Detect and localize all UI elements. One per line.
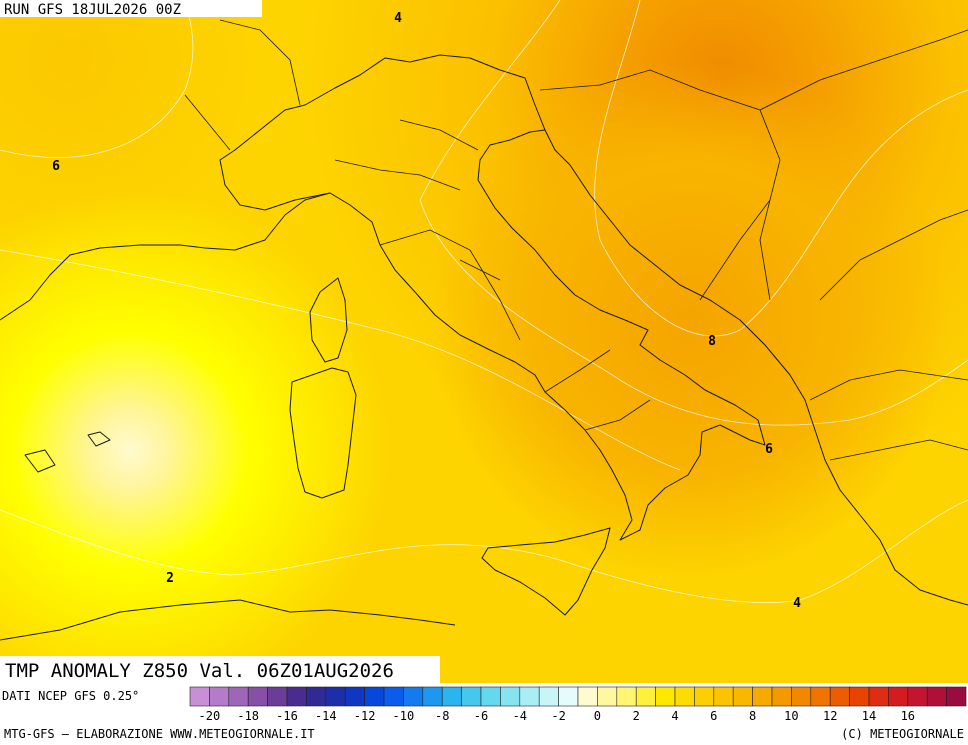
colorbar-tick-label: -4 — [513, 709, 527, 723]
colorbar-swatch — [189, 686, 210, 707]
colorbar-swatch — [500, 686, 521, 707]
colorbar-tick-label: -18 — [237, 709, 259, 723]
colorbar-tick-label: 2 — [633, 709, 640, 723]
run-label-box — [0, 0, 262, 17]
colorbar-swatch — [519, 686, 540, 707]
colorbar-tick-label: -12 — [354, 709, 376, 723]
colorbar-tick-label: -8 — [435, 709, 449, 723]
isoline — [0, 249, 681, 471]
title-box — [0, 656, 440, 683]
contour-label: 6 — [52, 159, 60, 174]
colorbar-tick-label: 14 — [862, 709, 876, 723]
colorbar-swatch — [228, 686, 249, 707]
colorbar-swatch — [694, 686, 715, 707]
colorbar: -20-18-16-14-12-10-8-6-4-202468101214162… — [189, 686, 967, 723]
colorbar-swatch — [538, 686, 559, 707]
colorbar-tick-label: 6 — [710, 709, 717, 723]
country-border — [184, 19, 968, 461]
colorbar-swatch — [732, 686, 753, 707]
contour-label: 6 — [765, 442, 773, 457]
colorbar-tick-label: 10 — [784, 709, 798, 723]
coastline-africa — [0, 599, 456, 641]
colorbar-swatch — [674, 686, 695, 707]
coastline-france-spain — [0, 192, 331, 321]
map-title: TMP ANOMALY Z850 Val. 06Z01AUG2026 — [5, 660, 394, 682]
colorbar-tick-label: -20 — [199, 709, 221, 723]
colorbar-swatch — [209, 686, 230, 707]
colorbar-swatch — [422, 686, 443, 707]
colorbar-swatch — [383, 686, 404, 707]
colorbar-swatch — [247, 686, 268, 707]
colorbar-swatch — [403, 686, 424, 707]
contour-label: 4 — [394, 11, 402, 26]
colorbar-swatch — [849, 686, 870, 707]
colorbar-tick-label: -6 — [474, 709, 488, 723]
colorbar-swatch — [325, 686, 346, 707]
region-border — [334, 119, 651, 431]
contour-label: 8 — [708, 334, 716, 349]
footer-copyright: (C) METEOGIORNALE — [841, 727, 964, 741]
colorbar-swatch — [344, 686, 365, 707]
coastline-sicily — [481, 527, 611, 616]
data-source: DATI NCEP GFS 0.25° — [2, 689, 139, 703]
colorbar-swatch — [752, 686, 773, 707]
isoline — [594, 0, 968, 337]
colorbar-tick-label: -2 — [551, 709, 565, 723]
colorbar-swatch — [655, 686, 676, 707]
colorbar-swatch — [926, 686, 947, 707]
colorbar-swatch — [577, 686, 598, 707]
colorbar-swatch — [441, 686, 462, 707]
isolines — [0, 0, 968, 603]
colorbar-swatch — [771, 686, 792, 707]
contour-label: 4 — [793, 596, 801, 611]
coastline-italy — [219, 54, 766, 541]
isoline — [419, 0, 968, 426]
colorbar-tick-label: 16 — [901, 709, 915, 723]
coastline-corsica — [309, 277, 348, 363]
anomaly-field — [0, 0, 968, 683]
colorbar-tick-label: -16 — [276, 709, 298, 723]
colorbar-tick-label: 4 — [671, 709, 678, 723]
colorbar-swatch — [267, 686, 288, 707]
isoline — [0, 0, 194, 158]
colorbar-swatch — [461, 686, 482, 707]
colorbar-tick-label: 0 — [594, 709, 601, 723]
colorbar-swatch — [635, 686, 656, 707]
isoline — [0, 499, 968, 603]
coastline-balearics — [24, 431, 111, 473]
colorbar-swatch — [713, 686, 734, 707]
colorbar-swatch — [597, 686, 618, 707]
colorbar-swatch — [286, 686, 307, 707]
run-label: RUN GFS 18JUL2026 00Z — [4, 2, 181, 18]
coastlines — [0, 54, 968, 641]
colorbar-swatch — [829, 686, 850, 707]
coastline-sardinia — [289, 367, 357, 499]
colorbar-swatch — [810, 686, 831, 707]
colorbar-swatch — [616, 686, 637, 707]
colorbar-swatch — [791, 686, 812, 707]
colorbar-swatch — [306, 686, 327, 707]
colorbar-swatch — [907, 686, 928, 707]
colorbar-swatch — [868, 686, 889, 707]
contour-labels: 4 6 8 6 2 4 — [52, 11, 801, 611]
colorbar-tick-label: 8 — [749, 709, 756, 723]
colorbar-tick-label: 12 — [823, 709, 837, 723]
contour-label: 2 — [166, 571, 174, 586]
colorbar-tick-label: -14 — [315, 709, 337, 723]
colorbar-swatch — [946, 686, 967, 707]
colorbar-swatch — [480, 686, 501, 707]
footer-credit: MTG-GFS — ELABORAZIONE WWW.METEOGIORNALE… — [4, 727, 315, 741]
colorbar-tick-label: -10 — [393, 709, 415, 723]
colorbar-swatch — [558, 686, 579, 707]
borders — [184, 19, 968, 461]
colorbar-swatch — [364, 686, 385, 707]
coastline-balkans — [544, 129, 968, 606]
colorbar-swatch — [888, 686, 909, 707]
